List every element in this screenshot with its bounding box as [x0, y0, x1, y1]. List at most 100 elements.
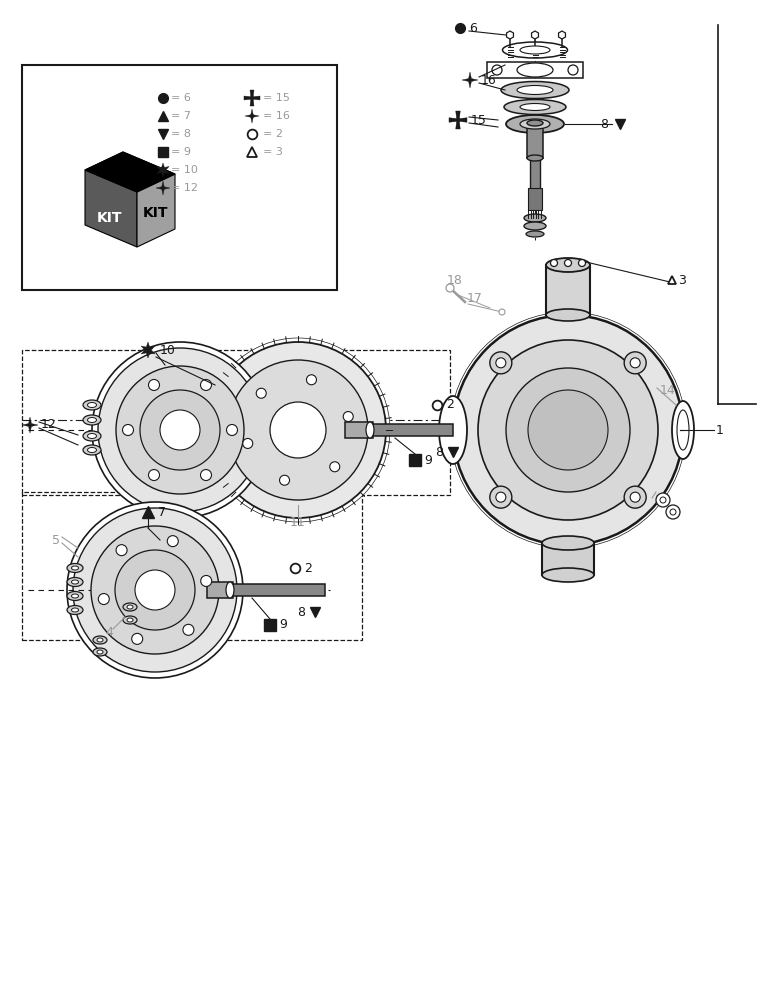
- Text: KIT: KIT: [142, 206, 168, 220]
- Ellipse shape: [72, 580, 79, 584]
- Ellipse shape: [127, 605, 133, 609]
- Text: 1: 1: [716, 424, 724, 436]
- Circle shape: [98, 594, 109, 605]
- Polygon shape: [250, 98, 254, 106]
- Circle shape: [496, 492, 505, 502]
- Circle shape: [122, 424, 133, 436]
- Circle shape: [660, 497, 666, 503]
- Ellipse shape: [72, 608, 79, 612]
- Circle shape: [343, 412, 353, 422]
- Ellipse shape: [504, 100, 566, 114]
- Ellipse shape: [520, 119, 550, 129]
- Circle shape: [496, 358, 505, 368]
- Bar: [22, 350, 450, 495]
- Ellipse shape: [542, 536, 594, 550]
- Text: = 7: = 7: [171, 111, 191, 121]
- Circle shape: [167, 536, 179, 547]
- Bar: [22, 65, 337, 290]
- Circle shape: [446, 284, 454, 292]
- Bar: [22, 492, 362, 640]
- Ellipse shape: [439, 396, 467, 464]
- Circle shape: [551, 259, 558, 266]
- Ellipse shape: [87, 402, 97, 408]
- Bar: [530, 156, 540, 190]
- Circle shape: [490, 486, 512, 508]
- Circle shape: [67, 502, 243, 678]
- Polygon shape: [245, 109, 259, 123]
- Circle shape: [478, 340, 658, 520]
- Ellipse shape: [527, 120, 543, 126]
- Polygon shape: [137, 174, 175, 247]
- Circle shape: [624, 352, 646, 374]
- Circle shape: [270, 402, 326, 458]
- Ellipse shape: [72, 566, 79, 570]
- Circle shape: [115, 550, 195, 630]
- Text: 5: 5: [52, 534, 60, 546]
- Circle shape: [92, 342, 268, 518]
- Ellipse shape: [502, 42, 568, 58]
- Polygon shape: [449, 118, 458, 122]
- Circle shape: [148, 379, 159, 390]
- Text: = 10: = 10: [171, 165, 198, 175]
- Polygon shape: [462, 72, 478, 88]
- Ellipse shape: [672, 401, 694, 459]
- Ellipse shape: [87, 434, 97, 438]
- Circle shape: [630, 492, 640, 502]
- Text: = 16: = 16: [263, 111, 290, 121]
- Ellipse shape: [67, 591, 83, 600]
- Text: 6: 6: [469, 21, 477, 34]
- Polygon shape: [85, 152, 175, 192]
- Text: 9: 9: [279, 618, 287, 632]
- Text: = 2: = 2: [263, 129, 283, 139]
- Circle shape: [135, 570, 175, 610]
- Circle shape: [565, 259, 572, 266]
- Circle shape: [656, 493, 670, 507]
- Circle shape: [98, 348, 262, 512]
- Ellipse shape: [83, 415, 101, 425]
- Text: 12: 12: [41, 418, 57, 432]
- Circle shape: [73, 508, 237, 672]
- Circle shape: [492, 65, 502, 75]
- Circle shape: [666, 505, 680, 519]
- Bar: [528, 188, 542, 210]
- Ellipse shape: [527, 155, 543, 161]
- Ellipse shape: [67, 578, 83, 586]
- Circle shape: [506, 368, 630, 492]
- Text: 8: 8: [435, 446, 443, 458]
- Text: 2: 2: [446, 398, 454, 412]
- Text: 3: 3: [678, 273, 686, 286]
- Text: 4: 4: [105, 626, 113, 639]
- Ellipse shape: [87, 418, 97, 422]
- Text: 15: 15: [471, 113, 487, 126]
- Circle shape: [140, 390, 220, 470]
- Circle shape: [91, 526, 219, 654]
- Polygon shape: [22, 417, 38, 433]
- Ellipse shape: [526, 231, 544, 237]
- Polygon shape: [531, 31, 538, 39]
- Polygon shape: [250, 90, 254, 98]
- Circle shape: [206, 338, 390, 522]
- Circle shape: [210, 342, 386, 518]
- Text: 16: 16: [481, 74, 497, 87]
- Ellipse shape: [67, 564, 83, 572]
- Polygon shape: [85, 170, 137, 247]
- Ellipse shape: [93, 636, 107, 644]
- Ellipse shape: [72, 594, 79, 598]
- Ellipse shape: [226, 582, 234, 598]
- Polygon shape: [252, 96, 260, 100]
- Text: 8: 8: [297, 605, 305, 618]
- Circle shape: [257, 388, 266, 398]
- Ellipse shape: [97, 650, 103, 654]
- Circle shape: [307, 375, 317, 385]
- Text: 9: 9: [424, 454, 432, 466]
- Polygon shape: [456, 120, 460, 129]
- Circle shape: [200, 379, 211, 390]
- Ellipse shape: [501, 82, 569, 99]
- Polygon shape: [558, 31, 566, 39]
- Circle shape: [330, 462, 340, 472]
- Circle shape: [116, 545, 127, 556]
- Circle shape: [226, 424, 237, 436]
- Text: 10: 10: [160, 344, 176, 357]
- Ellipse shape: [546, 258, 590, 272]
- Ellipse shape: [542, 568, 594, 582]
